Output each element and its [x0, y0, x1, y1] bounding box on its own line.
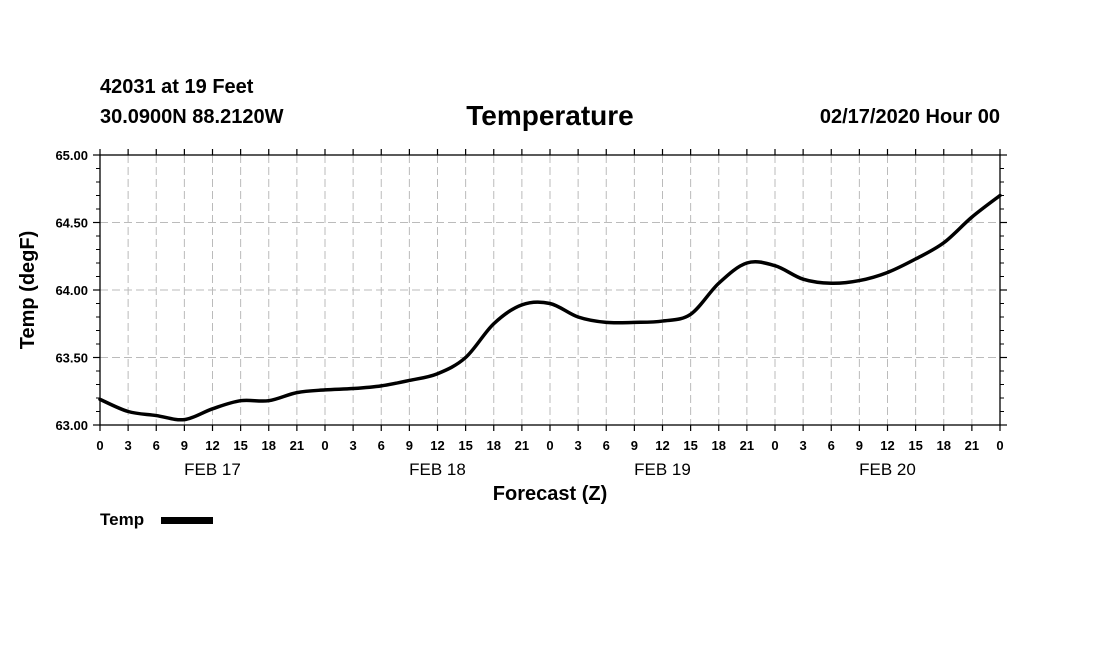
- x-tick-label: 9: [406, 438, 413, 453]
- x-tick-label: 3: [350, 438, 357, 453]
- y-tick-label: 64.50: [55, 216, 88, 231]
- x-tick-label: 0: [546, 438, 553, 453]
- y-tick-label: 65.00: [55, 148, 88, 163]
- chart-title: Temperature: [466, 100, 634, 131]
- x-tick-label: 0: [321, 438, 328, 453]
- x-tick-label: 15: [683, 438, 697, 453]
- y-tick-label: 63.00: [55, 418, 88, 433]
- x-tick-label: 18: [937, 438, 951, 453]
- x-tick-label: 9: [856, 438, 863, 453]
- x-tick-label: 0: [96, 438, 103, 453]
- x-tick-label: 12: [655, 438, 669, 453]
- series-line-temp: [98, 193, 1002, 422]
- x-tick-label: 0: [771, 438, 778, 453]
- x-tick-label: 18: [487, 438, 501, 453]
- x-tick-label: 12: [205, 438, 219, 453]
- x-tick-label: 6: [603, 438, 610, 453]
- x-tick-label: 3: [125, 438, 132, 453]
- x-tick-label: 21: [740, 438, 754, 453]
- day-label: FEB 19: [634, 460, 691, 479]
- day-label: FEB 17: [184, 460, 241, 479]
- x-tick-label: 15: [908, 438, 922, 453]
- day-label: FEB 18: [409, 460, 466, 479]
- x-tick-label: 6: [378, 438, 385, 453]
- x-tick-label: 6: [828, 438, 835, 453]
- x-tick-label: 15: [233, 438, 247, 453]
- x-tick-label: 9: [631, 438, 638, 453]
- x-tick-label: 18: [262, 438, 276, 453]
- series-layer: [98, 193, 1002, 422]
- day-label: FEB 20: [859, 460, 916, 479]
- legend-swatch-temp: [161, 517, 213, 524]
- legend: Temp: [100, 510, 213, 529]
- plot-frame: [99, 154, 1001, 426]
- y-axis-label: Temp (degF): [17, 231, 39, 350]
- coordinates-label: 30.0900N 88.2120W: [100, 106, 284, 128]
- forecast-datetime: 02/17/2020 Hour 00: [819, 106, 1000, 128]
- x-tick-label: 6: [153, 438, 160, 453]
- x-tick-label: 21: [965, 438, 979, 453]
- x-tick-label: 9: [181, 438, 188, 453]
- x-tick-label: 21: [515, 438, 529, 453]
- station-label: 42031 at 19 Feet: [100, 76, 254, 98]
- legend-label-temp: Temp: [100, 510, 144, 529]
- x-tick-label: 18: [712, 438, 726, 453]
- axes: 63.00 63.50 64.00 64.50 65.00 0 3 6 9 12 15 18 21 0 3 6…: [55, 148, 1007, 479]
- x-tick-label: 3: [800, 438, 807, 453]
- y-tick-label: 64.00: [55, 283, 88, 298]
- x-tick-label: 21: [290, 438, 304, 453]
- x-tick-label: 12: [880, 438, 894, 453]
- x-tick-label: 3: [575, 438, 582, 453]
- x-tick-label: 12: [430, 438, 444, 453]
- y-tick-label: 63.50: [55, 351, 88, 366]
- x-axis-label: Forecast (Z): [493, 483, 607, 505]
- grid-lines: [100, 155, 1000, 425]
- x-tick-label: 0: [996, 438, 1003, 453]
- x-tick-label: 15: [458, 438, 472, 453]
